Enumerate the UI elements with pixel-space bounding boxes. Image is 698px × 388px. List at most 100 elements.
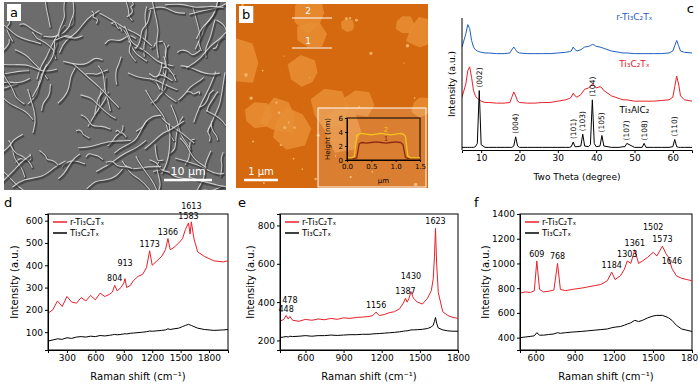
peak-label: (108) [640,120,649,140]
line-chart: 0.00.51.01.50246μmHeight (nm)12 [318,108,426,187]
texture-shadow [179,79,204,102]
tick: 20 [514,150,526,163]
tick-label: 1000 [492,259,515,269]
tick-label: 400 [26,261,43,271]
peak-label: 804 [107,274,122,283]
tick-label: 1200 [141,353,164,363]
texture-ridge [162,56,166,91]
tick-label: 600 [258,259,275,269]
series-line [280,228,458,321]
tick-mark [517,338,520,339]
tick-label: 200 [258,336,275,346]
texture-ridge [45,2,50,28]
plot-frame [347,118,420,160]
texture-ridge [39,150,58,165]
tick: 300 [26,283,48,293]
scale-bar-label: 1 μm [248,166,274,177]
texture-speck [309,77,310,78]
peak-label: 1184 [602,261,622,270]
texture-ridge [114,120,146,153]
peak-label: (103) [578,111,587,131]
y-axis: 200400600800 [258,215,281,351]
tick-mark [277,264,280,265]
plot-marks [280,228,458,337]
legend-label: r-Ti₃C₂Tₓ [70,217,104,227]
panel-label-box [7,4,21,21]
tick-label: 0.5 [366,163,377,171]
tick-mark [517,239,520,240]
texture-speck [263,182,265,184]
tick-label: 400 [498,333,515,343]
line-chart: 102030405060Two Theta (degree)Intensity … [447,12,693,182]
tick-mark [45,288,48,289]
profile-label: 2 [305,6,311,16]
texture-ridge [87,168,123,189]
tick-label: 30 [553,153,565,163]
plot-frame [280,214,458,350]
tick-mark [277,225,280,226]
panel-label: c [687,1,694,16]
texture-ridge [86,154,103,160]
plot-marks [347,133,420,158]
tick-mark [277,302,280,303]
texture-speck [293,127,295,129]
tick: 1000 [492,259,520,269]
tick-label: 50 [629,153,641,163]
legend-swatch [53,221,67,223]
legend-label: Ti₃C₂Tₓ [541,228,571,238]
tick: 1500 [170,350,193,363]
peak-label: 1366 [158,228,178,237]
tick-label: 0.0 [342,163,353,171]
peak-label: 448 [278,305,293,314]
texture-speck [244,73,248,77]
tick-label: 1500 [642,353,665,363]
texture-speck [302,168,304,170]
texture-ridge [88,92,108,127]
texture-shadow [59,155,81,180]
texture-speck [406,44,409,47]
texture-ridge [42,84,51,111]
tick: 1200 [141,350,164,363]
tick: 1200 [371,350,394,363]
panel-label-group: e [238,195,246,210]
scale-bar [244,179,278,182]
texture-ridge [127,2,133,17]
x-axis: 300600900120015001800 [49,350,229,363]
tick: 1500 [642,350,665,363]
texture-ridge [92,11,98,24]
tick-mark [345,160,347,161]
y-axis-title: Intensity (a.u.) [9,245,20,318]
y-axis: 400600800100012001400 [492,209,520,350]
texture-ridge [128,41,135,61]
tick-mark [45,243,48,244]
tick-mark [517,263,520,264]
texture-ridge [80,95,115,118]
tick: 50 [629,150,641,163]
peak-label: (104) [588,77,597,97]
texture-speck [355,19,358,22]
texture-ridge [59,2,65,37]
tick-mark [517,288,520,289]
y-axis: 0246 [339,115,348,165]
y-axis-line [345,119,348,161]
plot-marks [520,246,692,337]
y-axis-title: Intensity (a.u.) [480,245,491,318]
peak-label: (110) [670,116,679,136]
tick-mark [45,221,48,222]
peak-label: 1387 [395,287,415,296]
tick-mark [420,160,421,162]
texture-ridge [136,115,161,131]
tick: 600 [498,308,520,318]
texture-ridge [186,28,226,68]
profile-line [292,17,332,18]
peak-label: (107) [622,120,631,140]
tick-label: 600 [87,353,104,363]
series-label: 2 [384,126,388,134]
tick-mark [396,160,397,162]
tick: 1800 [681,350,698,363]
texture-ridge [178,77,203,100]
texture-ridge [177,50,200,55]
series-label: r-Ti₃C₂Tₓ [616,12,652,22]
tick-label: 600 [26,216,43,226]
series-label: Ti₃C₂Tₓ [618,59,650,69]
